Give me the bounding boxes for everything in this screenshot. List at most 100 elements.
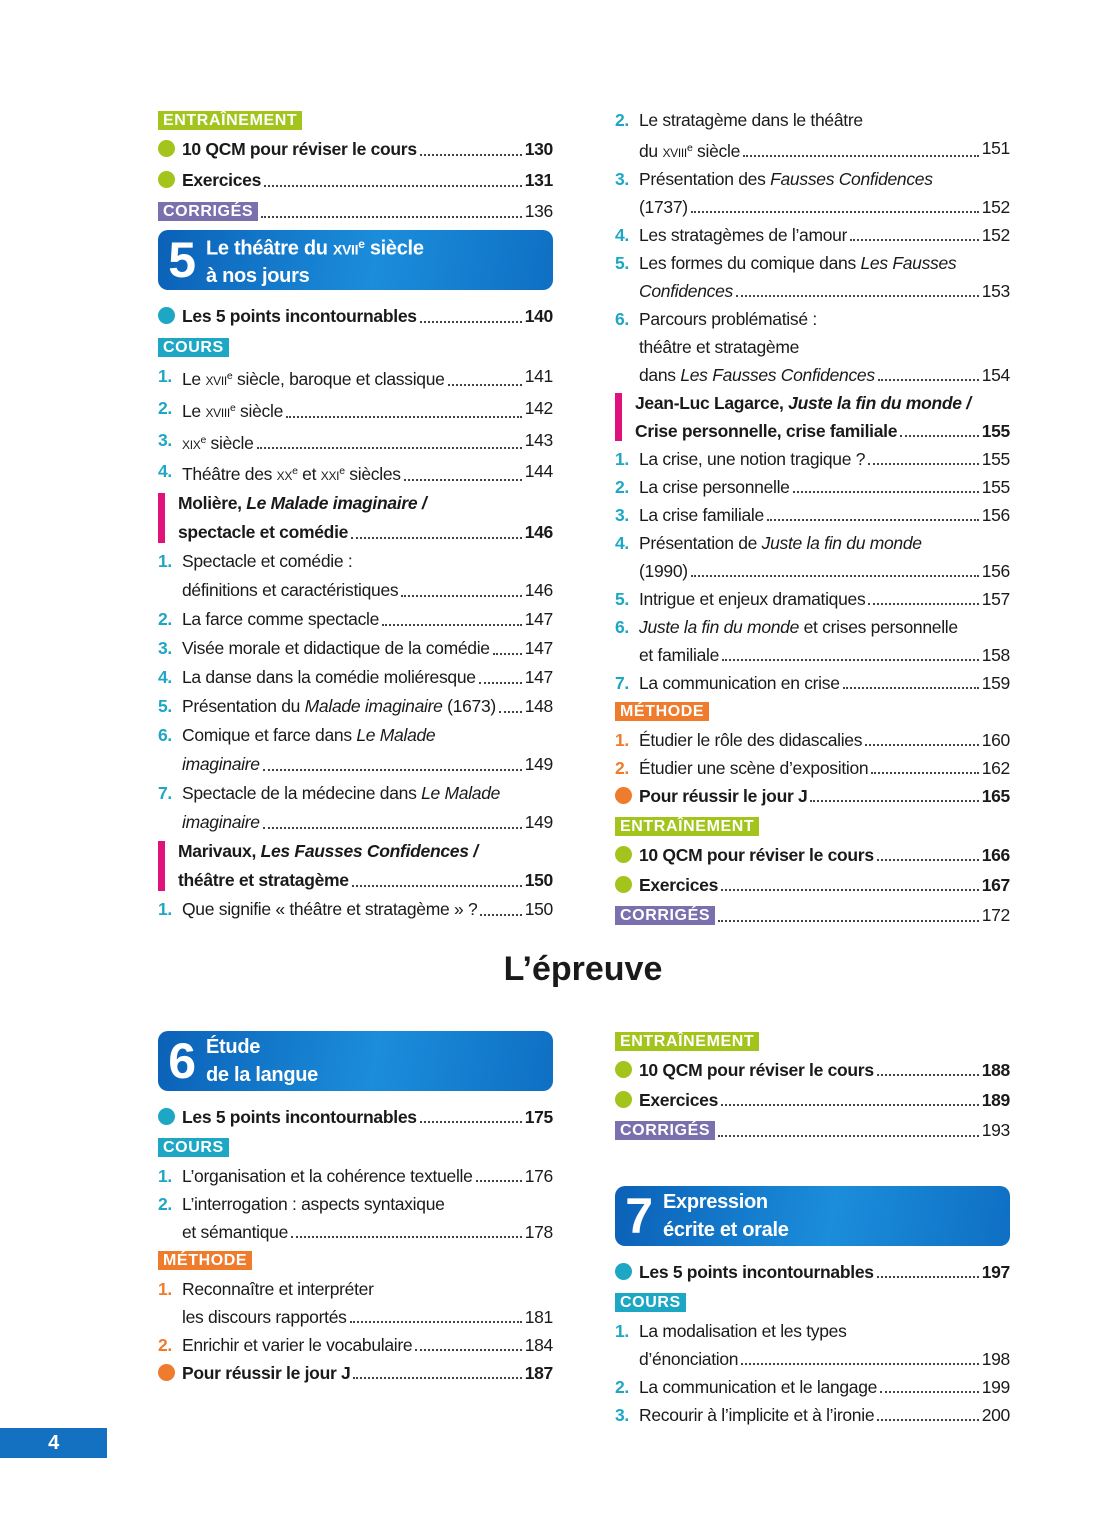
bullet-dot (615, 1091, 632, 1108)
entry-body: Pour réussir le jour J 187 (182, 1359, 553, 1389)
entry-text: Étudier le rôle des didascalies (639, 726, 862, 754)
text: Que signifie « théâtre et stratagème » ? (182, 899, 478, 920)
entry-number: 1. (158, 1279, 172, 1299)
text: les discours rapportés (182, 1307, 347, 1327)
styled-text: e (200, 433, 206, 446)
leader-dots (690, 193, 979, 213)
page-ref: 176 (524, 1166, 554, 1186)
bullet-cell (615, 1056, 639, 1086)
entry-line: Molière, Le Malade imaginaire / (178, 489, 553, 518)
text: Crise personnelle, crise familiale (635, 420, 898, 441)
text: Le (182, 368, 206, 389)
entry-text: Que signifie « théâtre et stratagème » ? (182, 895, 477, 924)
page-ref: 143 (524, 429, 554, 450)
chapter-title-line: écrite et orale (663, 1216, 789, 1244)
entry-number: 5. (615, 252, 629, 273)
entry-line: Le xviiie siècle 142 (182, 394, 553, 426)
entry-text: Comique et farce dans Le Malade (182, 725, 436, 745)
entry-line: Visée morale et didactique de la comédie… (182, 634, 553, 663)
leader-dots (349, 1303, 522, 1323)
text: Exercices (182, 170, 262, 190)
entry-line: Exercices 189 (639, 1086, 1010, 1114)
styled-text: xix (182, 432, 201, 453)
toc-column: ENTRAÎNEMENT 10 QCM pour réviser le cours… (615, 1027, 1010, 1145)
text: Exercices (639, 1090, 719, 1110)
text: Étudier le rôle des didascalies (639, 729, 863, 750)
entry-body: Présentation des Fausses Confidences (173… (639, 165, 1010, 221)
text: et sémantique (182, 1222, 289, 1242)
page-ref: 150 (524, 870, 554, 891)
entry-text: Les formes du comique dans Les Fausses (639, 252, 957, 273)
toc-entry: 10 QCM pour réviser le cours 130 (158, 135, 553, 166)
entry-body: Le xviiie siècle 142 (182, 394, 553, 426)
page-ref: 150 (524, 899, 554, 920)
text: théâtre et stratagème (639, 336, 800, 357)
bullet-cell (158, 135, 182, 166)
bullet-cell (158, 302, 182, 333)
bullet-cell (158, 166, 182, 197)
leader-dots (353, 1359, 522, 1379)
page-ref: 193 (981, 1120, 1011, 1140)
text: Étude (206, 1036, 261, 1058)
entry-text: (1990) (639, 557, 688, 585)
text: Les 5 points incontournables (639, 1262, 874, 1282)
page-ref: 167 (981, 874, 1011, 895)
toc-entry: 6. Comique et farce dans Le Malade imagina… (158, 721, 553, 779)
entry-body: 10 QCM pour réviser le cours 188 (639, 1056, 1010, 1086)
page-ref: 162 (981, 757, 1011, 778)
styled-text: Fausses Confidences (770, 168, 933, 189)
page-ref: 147 (524, 638, 554, 659)
entry-number: 1. (615, 448, 629, 469)
text: Pour réussir le jour J (639, 785, 808, 806)
text: Étudier une scène d’exposition (639, 757, 869, 778)
section-heading: L’épreuve (503, 950, 663, 988)
entry-line: imaginaire 149 (182, 808, 553, 837)
bullet-cell (615, 782, 639, 812)
page-ref: 181 (524, 1307, 554, 1327)
text: Exercices (639, 874, 719, 895)
leader-dots (721, 871, 979, 891)
styled-text: e (686, 142, 693, 154)
entry-number: 4. (158, 667, 172, 688)
entry-line: les discours rapportés 181 (182, 1303, 553, 1331)
page-ref: 136 (524, 201, 554, 221)
leader-dots (722, 641, 979, 661)
text: Les formes du comique dans (639, 252, 861, 273)
toc-entry: Exercices 167 (615, 871, 1010, 901)
leader-dots (264, 166, 522, 187)
section-badge: COURS (158, 338, 229, 357)
styled-text: Juste la fin du monde (761, 532, 922, 553)
bullet-cell (158, 1359, 182, 1389)
entry-text: spectacle et comédie (178, 518, 348, 547)
toc-column: ENTRAÎNEMENT 10 QCM pour réviser le cours… (158, 106, 553, 924)
toc-entry: 7. La communication en crise 159 (615, 669, 1010, 697)
text: La crise familiale (639, 504, 764, 525)
styled-text: e (226, 370, 233, 382)
styled-text: e (229, 401, 236, 414)
entry-body: Les 5 points incontournables 175 (182, 1103, 553, 1133)
leader-dots (478, 663, 522, 685)
entry-line: 10 QCM pour réviser le cours 166 (639, 841, 1010, 869)
entry-number: 2. (158, 397, 172, 418)
entry-line: La crise personnelle 155 (639, 473, 1010, 501)
bullet-dot (158, 140, 175, 157)
entry-number: 5. (615, 588, 629, 609)
section-badge-row: COURS (158, 333, 553, 362)
text: La modalisation et les types (639, 1321, 847, 1341)
entry-number: 4. (615, 532, 629, 553)
page-ref: 184 (524, 1335, 554, 1355)
text: dans (639, 364, 681, 385)
entry-text: Intrigue et enjeux dramatiques (639, 585, 865, 613)
entry-line: Que signifie « théâtre et stratagème » ?… (182, 895, 553, 924)
styled-text: imaginaire (182, 754, 260, 775)
entry-text: Présentation de Juste la fin du monde (639, 533, 922, 553)
entry-line: Recourir à l’implicite et à l’ironie 200 (639, 1401, 1010, 1429)
entry-text: Le xviie siècle, baroque et classique (182, 362, 445, 394)
entry-number: 3. (615, 168, 629, 189)
leader-dots (743, 134, 979, 157)
entry-line: La communication en crise 159 (639, 669, 1010, 697)
text: (1673) (442, 696, 496, 717)
entry-body: Présentation de Juste la fin du monde (19… (639, 529, 1010, 585)
toc-entry: Pour réussir le jour J 165 (615, 782, 1010, 812)
section-badge: CORRIGÉS (615, 1121, 716, 1140)
